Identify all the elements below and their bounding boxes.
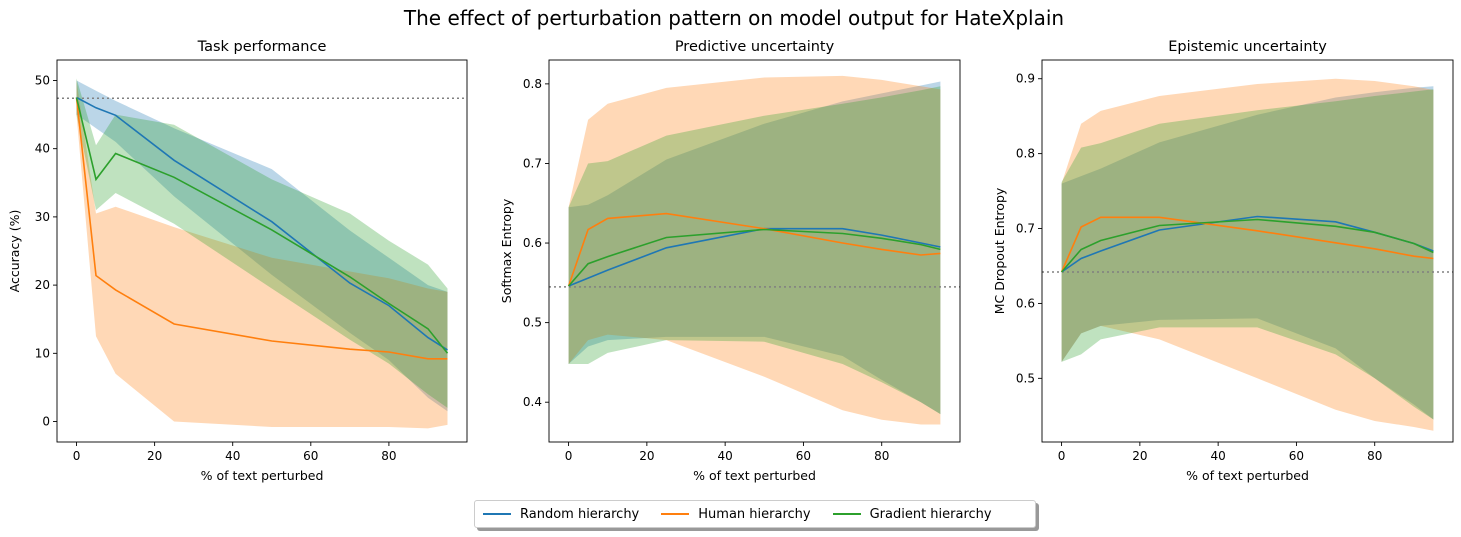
chart-title: Task performance <box>197 39 327 55</box>
chart-panel-2: 0 20 40 60 80 0.4 0.5 0.6 0.7 0.8 Predictive uncer… <box>499 39 961 483</box>
legend-label-random: Random hierarchy <box>520 506 640 522</box>
legend-swatch-random <box>483 513 511 515</box>
y-tick-label: 0.7 <box>523 156 542 170</box>
legend: Random hierarchy Human hierarchy Gradien… <box>474 500 1036 528</box>
band-series-2 <box>568 75 941 425</box>
chart-title: Epistemic uncertainty <box>1168 39 1327 55</box>
y-axis-label: Accuracy (%) <box>7 210 22 293</box>
y-axis-label: Softmax Entropy <box>499 198 514 303</box>
x-tick-label: 40 <box>1211 449 1226 463</box>
line-series-2 <box>1060 216 1434 273</box>
legend-swatch-gradient <box>832 513 861 515</box>
y-tick-label: 0.9 <box>1016 72 1035 86</box>
y-tick-label: 0.7 <box>1016 222 1035 236</box>
band-series-3 <box>568 86 941 415</box>
x-tick-label: 60 <box>796 449 811 463</box>
x-tick-label: 40 <box>718 449 733 463</box>
band-series-2 <box>1061 78 1434 431</box>
y-tick-label: 0.5 <box>523 316 542 330</box>
x-axis-label: % of text perturbed <box>1186 468 1309 483</box>
x-tick-label: 80 <box>1367 449 1382 463</box>
legend-item-human: Human hierarchy <box>661 506 811 522</box>
y-tick-label: 0.6 <box>523 236 542 250</box>
axes-frame <box>1041 59 1454 443</box>
x-tick-label: 20 <box>639 449 654 463</box>
legend-item-gradient: Gradient hierarchy <box>832 506 992 522</box>
legend-swatch-human <box>661 513 690 515</box>
y-tick-label: 0.8 <box>1016 147 1035 161</box>
x-tick-label: 20 <box>1132 449 1147 463</box>
band-series-3 <box>1061 89 1434 420</box>
chart-panel-1: 0 20 40 60 80 0 10 20 30 40 50 Task performance % of… <box>7 39 468 483</box>
x-axis-label: % of text perturbed <box>693 468 816 483</box>
x-tick-label: 80 <box>874 449 889 463</box>
y-tick-label: 40 <box>35 142 50 156</box>
y-axis-label: MC Dropout Entropy <box>992 187 1007 314</box>
y-tick-label: 20 <box>35 278 50 292</box>
x-axis-label: % of text perturbed <box>201 468 324 483</box>
y-tick-label: 0.6 <box>1016 296 1035 310</box>
y-tick-label: 0 <box>42 415 50 429</box>
legend-item-random: Random hierarchy <box>483 507 639 522</box>
x-tick-label: 20 <box>147 449 162 463</box>
y-tick-label: 50 <box>35 73 50 87</box>
line-series-3 <box>75 97 449 354</box>
band-series-1 <box>568 81 941 415</box>
line-series-3 <box>567 228 941 287</box>
line-series-1 <box>76 96 448 351</box>
y-tick-label: 0.5 <box>1016 371 1035 385</box>
band-series-1 <box>1061 86 1434 420</box>
plot-area <box>1042 78 1453 431</box>
chart-title: Predictive uncertainty <box>675 39 835 55</box>
x-tick-label: 0 <box>565 449 573 463</box>
y-tick-label: 10 <box>35 346 50 360</box>
line-series-3 <box>1060 218 1434 273</box>
plot-area <box>57 78 467 429</box>
band-series-1 <box>76 80 448 412</box>
y-tick-label: 0.4 <box>523 395 542 409</box>
axes-frame <box>548 59 961 443</box>
x-tick-label: 0 <box>1058 449 1066 463</box>
x-tick-label: 60 <box>303 449 318 463</box>
plot-area <box>549 75 960 425</box>
band-series-3 <box>76 78 448 408</box>
y-tick-label: 0.8 <box>523 77 542 91</box>
legend-label-human: Human hierarchy <box>698 506 811 522</box>
figure-title: The effect of perturbation pattern on mo… <box>403 6 1064 30</box>
axes-frame <box>56 59 468 443</box>
x-tick-label: 0 <box>73 449 81 463</box>
chart-panel-3: 0 20 40 60 80 0.5 0.6 0.7 0.8 0.9 Epistemic uncert… <box>992 39 1454 483</box>
line-series-2 <box>75 97 448 360</box>
x-tick-label: 60 <box>1289 449 1304 463</box>
x-tick-label: 40 <box>225 449 240 463</box>
band-series-2 <box>76 80 448 429</box>
y-tick-label: 30 <box>35 210 50 224</box>
legend-label-gradient: Gradient hierarchy <box>869 506 992 522</box>
x-tick-label: 80 <box>381 449 396 463</box>
